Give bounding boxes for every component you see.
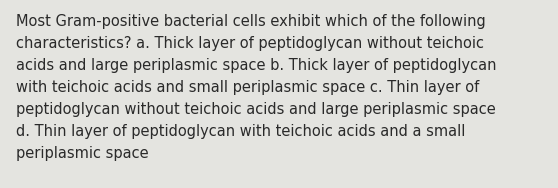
Text: with teichoic acids and small periplasmic space c. Thin layer of: with teichoic acids and small periplasmi…: [16, 80, 479, 95]
Text: Most Gram-positive bacterial cells exhibit which of the following: Most Gram-positive bacterial cells exhib…: [16, 14, 486, 29]
Text: d. Thin layer of peptidoglycan with teichoic acids and a small: d. Thin layer of peptidoglycan with teic…: [16, 124, 465, 139]
Text: acids and large periplasmic space b. Thick layer of peptidoglycan: acids and large periplasmic space b. Thi…: [16, 58, 497, 73]
Text: peptidoglycan without teichoic acids and large periplasmic space: peptidoglycan without teichoic acids and…: [16, 102, 496, 117]
Text: characteristics? a. Thick layer of peptidoglycan without teichoic: characteristics? a. Thick layer of pepti…: [16, 36, 484, 51]
Text: periplasmic space: periplasmic space: [16, 146, 148, 161]
